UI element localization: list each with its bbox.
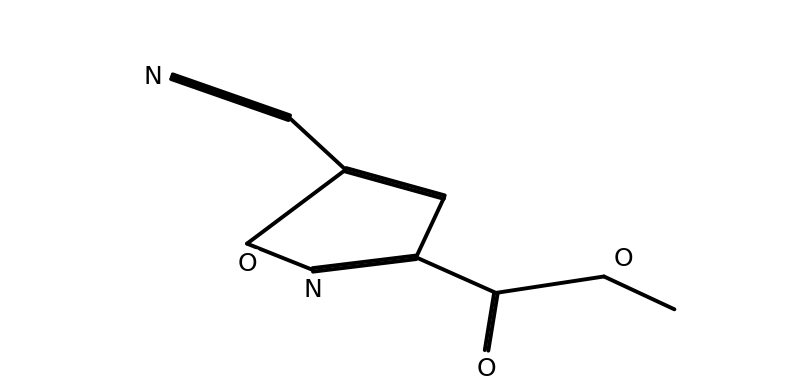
Text: N: N — [144, 65, 162, 89]
Text: O: O — [476, 357, 495, 381]
Text: O: O — [613, 247, 632, 271]
Text: N: N — [303, 278, 322, 302]
Text: O: O — [237, 252, 256, 276]
